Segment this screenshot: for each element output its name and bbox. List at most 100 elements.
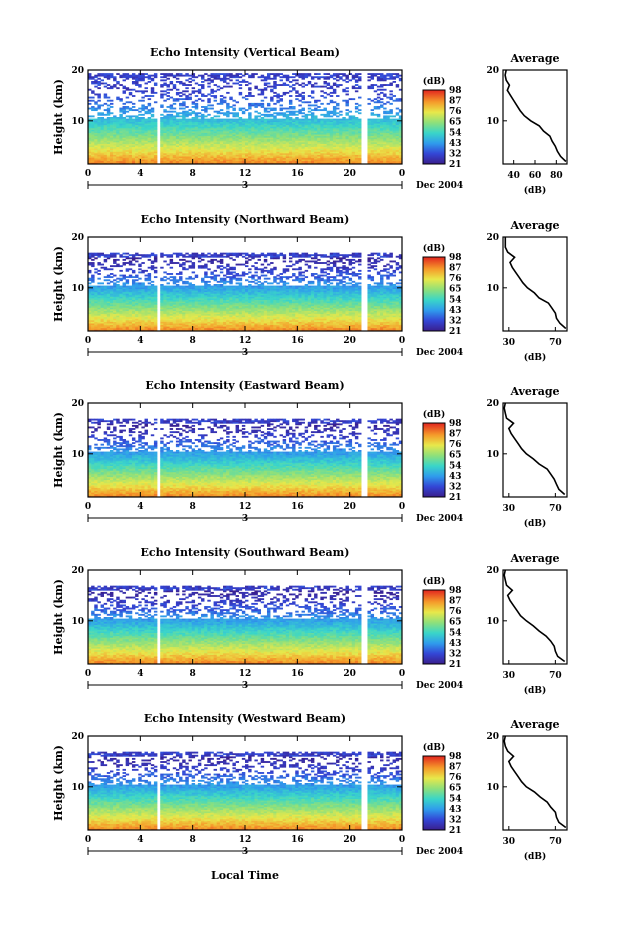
heatmap-cell	[125, 106, 130, 108]
heatmap-cell	[232, 121, 236, 124]
heatmap-cell	[175, 280, 180, 283]
heatmap-cell	[135, 79, 139, 82]
heatmap-cell	[169, 74, 174, 77]
heatmap-cell	[182, 120, 186, 122]
heatmap-cell	[119, 279, 123, 282]
heatmap-cell	[135, 323, 139, 326]
heatmap-cell	[122, 129, 126, 132]
heatmap-cell	[119, 132, 123, 135]
heatmap-cell	[125, 73, 130, 75]
heatmap-cell	[235, 73, 240, 75]
heatmap-cell	[373, 140, 378, 143]
heatmap-cell	[229, 140, 233, 143]
heatmap-cell	[163, 276, 167, 279]
heatmap-cell	[175, 307, 180, 310]
heatmap-cell	[301, 149, 305, 152]
heatmap-cell	[241, 160, 246, 163]
heatmap-cell	[153, 307, 158, 310]
heatmap-cell	[169, 258, 174, 261]
heatmap-cell	[395, 112, 400, 115]
heatmap-cell	[185, 154, 189, 157]
heatmap-cell	[150, 284, 155, 286]
heatmap-cell	[204, 79, 208, 82]
heatmap-cell	[147, 327, 152, 330]
heatmap-cell	[113, 287, 117, 289]
heatmap-cell	[103, 318, 108, 321]
heatmap-cell	[295, 91, 299, 94]
heatmap-cell	[169, 255, 174, 258]
heatmap-cell	[323, 85, 327, 88]
heatmap-cell	[204, 106, 208, 108]
heatmap-cell	[383, 77, 387, 80]
heatmap-cell	[201, 121, 205, 124]
heatmap-cell	[125, 162, 130, 165]
heatmap-cell	[100, 302, 104, 305]
heatmap-cell	[354, 151, 359, 154]
heatmap-cell	[100, 131, 104, 133]
heatmap-cell	[380, 162, 384, 165]
heatmap-cell	[263, 84, 268, 86]
heatmap-cell	[282, 162, 287, 165]
heatmap-cell	[273, 124, 277, 127]
heatmap-cell	[248, 74, 252, 77]
heatmap-cell	[276, 149, 280, 152]
heatmap-cell	[122, 294, 126, 297]
heatmap-cell	[245, 156, 249, 159]
heatmap-cell	[91, 323, 95, 326]
heatmap-cell	[179, 160, 183, 163]
heatmap-cell	[295, 143, 299, 146]
heatmap-cell	[153, 302, 158, 305]
heatmap-cell	[345, 126, 349, 129]
heatmap-cell	[194, 129, 199, 132]
heatmap-cell	[241, 123, 246, 126]
heatmap-cell	[138, 316, 142, 319]
heatmap-cell	[131, 321, 136, 324]
heatmap-cell	[175, 137, 180, 140]
heatmap-cell	[150, 90, 155, 93]
heatmap-cell	[191, 120, 196, 122]
heatmap-cell	[128, 107, 133, 110]
heatmap-cell	[97, 316, 101, 319]
heatmap-cell	[141, 142, 145, 144]
heatmap-cell	[179, 120, 183, 122]
heatmap-cell	[295, 127, 299, 130]
heatmap-cell	[103, 268, 108, 271]
heatmap-cell	[245, 140, 249, 143]
heatmap-cell	[342, 148, 346, 151]
heatmap-cell	[254, 127, 258, 130]
heatmap-cell	[88, 127, 92, 130]
heatmap-cell	[323, 82, 327, 85]
heatmap-cell	[131, 151, 136, 154]
heatmap-cell	[285, 110, 290, 113]
heatmap-cell	[216, 76, 221, 79]
heatmap-cell	[370, 123, 375, 126]
heatmap-cell	[389, 76, 393, 79]
heatmap-cell	[354, 160, 359, 163]
heatmap-cell	[141, 109, 145, 112]
heatmap-cell	[147, 316, 152, 319]
heatmap-cell	[317, 76, 321, 79]
heatmap-cell	[97, 326, 101, 329]
heatmap-cell	[128, 316, 133, 319]
heatmap-cell	[245, 84, 249, 86]
heatmap-cell	[144, 310, 148, 313]
heatmap-cell	[216, 88, 221, 91]
heatmap-cell	[91, 285, 95, 288]
heatmap-cell	[125, 87, 130, 90]
heatmap-cell	[122, 148, 126, 151]
heatmap-cell	[288, 156, 293, 159]
heatmap-cell	[395, 74, 400, 77]
heatmap-cell	[88, 134, 92, 137]
heatmap-cell	[194, 82, 199, 85]
heatmap-cell	[251, 121, 255, 124]
heatmap-cell	[317, 131, 321, 133]
heatmap-cell	[125, 312, 130, 315]
heatmap-cell	[109, 299, 114, 302]
heatmap-cell	[323, 153, 327, 155]
heatmap-cell	[370, 135, 375, 138]
heatmap-cell	[326, 145, 331, 148]
heatmap-cell	[113, 291, 117, 294]
heatmap-cell	[326, 87, 331, 90]
heatmap-cell	[216, 151, 221, 154]
heatmap-cell	[285, 134, 290, 137]
